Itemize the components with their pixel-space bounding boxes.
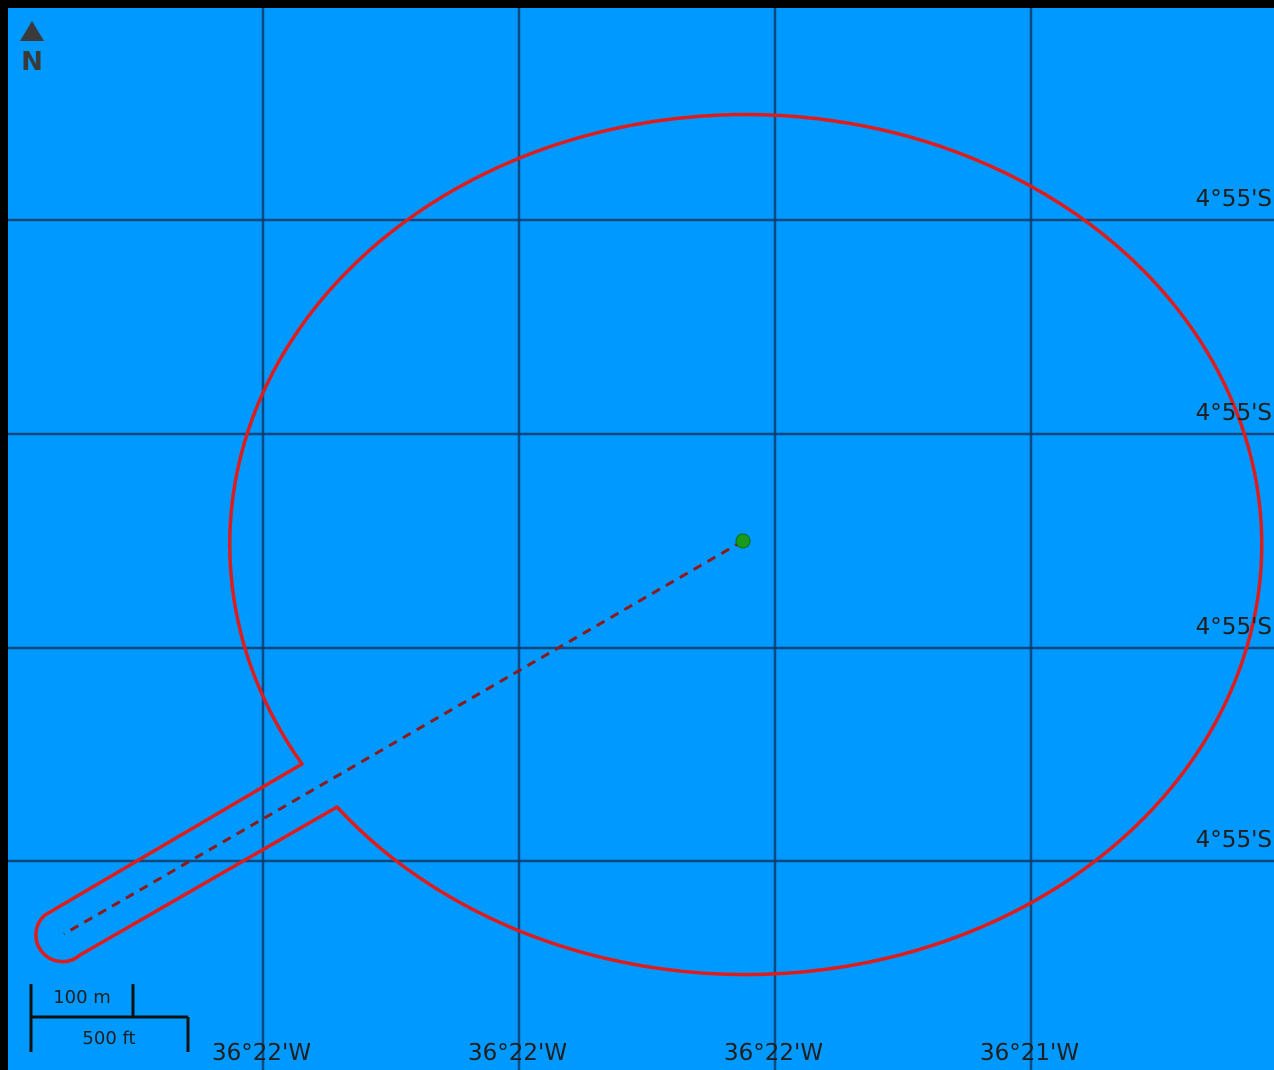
north-label: N (21, 47, 43, 77)
map-background (8, 8, 1274, 1070)
longitude-label: 36°21'W (980, 1040, 1079, 1066)
latitude-label: 4°55'S (1196, 614, 1272, 640)
longitude-label: 36°22'W (212, 1040, 311, 1066)
longitude-label: 36°22'W (724, 1040, 823, 1066)
position-marker[interactable] (735, 533, 751, 549)
latitude-label: 4°55'S (1196, 186, 1272, 212)
latitude-label: 4°55'S (1196, 827, 1272, 853)
longitude-label: 36°22'W (468, 1040, 567, 1066)
latitude-label: 4°55'S (1196, 400, 1272, 426)
scale-metric-label: 100 m (53, 987, 111, 1008)
geofence-boundary[interactable] (34, 112, 1264, 977)
scale-imperial-label: 500 ft (82, 1028, 135, 1049)
north-arrow-icon (20, 21, 44, 41)
north-arrow: N (20, 21, 44, 77)
route-path[interactable] (63, 539, 744, 936)
scale-bar (29, 984, 190, 1052)
